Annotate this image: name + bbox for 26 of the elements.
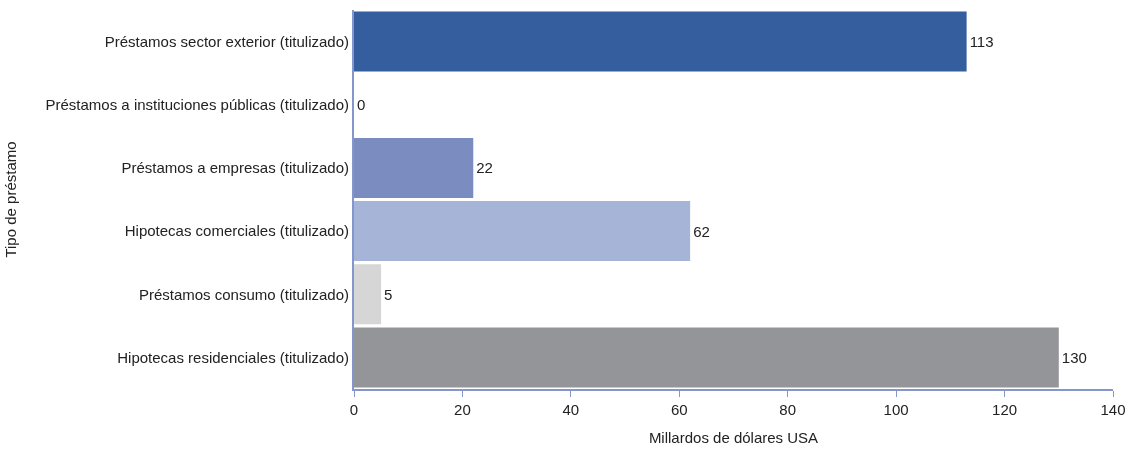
data-label: 113: [969, 33, 994, 51]
data-label: 130: [1061, 348, 1087, 366]
x-tick-label: 0: [349, 401, 359, 418]
data-label: 22: [476, 159, 493, 177]
y-tick-label: Préstamos sector exterior (titulizado): [104, 32, 349, 50]
y-axis-title: Tipo de préstamo: [2, 141, 20, 258]
x-tick-label: 80: [779, 401, 797, 418]
bar: [354, 264, 382, 325]
y-tick-label: Hipotecas comerciales (titulizado): [124, 222, 349, 240]
x-tick-label: 20: [454, 401, 471, 418]
data-label: 5: [384, 285, 393, 303]
x-tick-label: 120: [992, 401, 1018, 418]
bar: [354, 327, 1059, 388]
data-label: 62: [693, 222, 710, 240]
y-tick-label: Préstamos a instituciones públicas (titulizado): [45, 96, 349, 113]
y-tick-label: Hipotecas residenciales (titulizado): [117, 348, 349, 366]
x-axis-title: Millardos de dólares USA: [648, 428, 819, 446]
bar: [354, 201, 691, 262]
x-tick-label: 60: [670, 401, 688, 418]
y-tick-label: Préstamos a empresas (titulizado): [121, 159, 349, 177]
x-tick-label: 140: [1100, 401, 1126, 418]
bar: [354, 11, 967, 72]
data-label: 0: [357, 96, 366, 114]
x-tick-label: 100: [883, 401, 909, 418]
x-tick-label: 40: [562, 401, 580, 418]
y-tick-label: Préstamos consumo (titulizado): [138, 285, 349, 303]
